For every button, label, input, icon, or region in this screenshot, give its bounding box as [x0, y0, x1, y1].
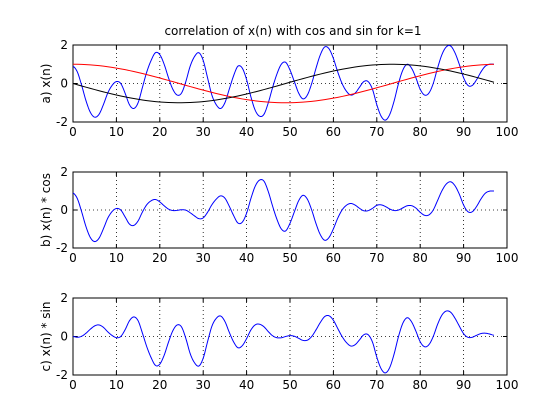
- y-tick-label: 0: [60, 77, 68, 91]
- x-n-sin-line: [73, 310, 495, 374]
- x-tick-label: 80: [413, 378, 428, 392]
- y-tick-label: 2: [60, 38, 68, 52]
- x-n-cos-line: [73, 179, 494, 243]
- x-tick-label: 80: [413, 125, 428, 139]
- sin-line: [73, 63, 495, 104]
- y-tick-label: 0: [60, 203, 68, 217]
- plot-title: correlation of x(n) with cos and sin for…: [164, 24, 421, 38]
- x-tick-label: 70: [369, 125, 384, 139]
- x-tick-label: 10: [109, 125, 124, 139]
- x-tick-label: 40: [239, 125, 254, 139]
- y-tick-label: -2: [56, 368, 68, 382]
- x-tick-label: 80: [413, 251, 428, 265]
- x-tick-label: 90: [456, 378, 471, 392]
- x-tick-label: 0: [69, 125, 77, 139]
- x-tick-label: 70: [369, 378, 384, 392]
- x-tick-label: 20: [152, 251, 167, 265]
- y-tick-label: -2: [56, 115, 68, 129]
- x-tick-label: 10: [109, 251, 124, 265]
- y-axis-label: b) x(n) * cos: [39, 173, 53, 247]
- x-tick-label: 10: [109, 378, 124, 392]
- x-tick-label: 100: [496, 378, 519, 392]
- x-tick-label: 70: [369, 251, 384, 265]
- x-tick-label: 30: [196, 125, 211, 139]
- x-tick-label: 50: [282, 378, 297, 392]
- x-tick-label: 20: [152, 125, 167, 139]
- y-tick-label: 2: [60, 291, 68, 305]
- x-tick-label: 20: [152, 378, 167, 392]
- x-tick-label: 40: [239, 378, 254, 392]
- x-tick-label: 30: [196, 378, 211, 392]
- x-tick-label: 60: [326, 251, 341, 265]
- cos-line: [73, 63, 494, 104]
- x-tick-label: 100: [496, 125, 519, 139]
- x-tick-label: 90: [456, 251, 471, 265]
- x-tick-label: 60: [326, 378, 341, 392]
- x-n-line: [73, 45, 494, 121]
- y-tick-label: 0: [60, 330, 68, 344]
- y-tick-label: 2: [60, 165, 68, 179]
- x-tick-label: 100: [496, 251, 519, 265]
- x-tick-label: 0: [69, 251, 77, 265]
- x-tick-label: 0: [69, 378, 77, 392]
- x-tick-label: 30: [196, 251, 211, 265]
- x-tick-label: 40: [239, 251, 254, 265]
- y-tick-label: -2: [56, 241, 68, 255]
- x-tick-label: 90: [456, 125, 471, 139]
- x-tick-label: 50: [282, 251, 297, 265]
- y-axis-label: a) x(n): [39, 64, 53, 104]
- y-axis-label: c) x(n) * sin: [39, 302, 53, 372]
- x-tick-label: 50: [282, 125, 297, 139]
- x-tick-label: 60: [326, 125, 341, 139]
